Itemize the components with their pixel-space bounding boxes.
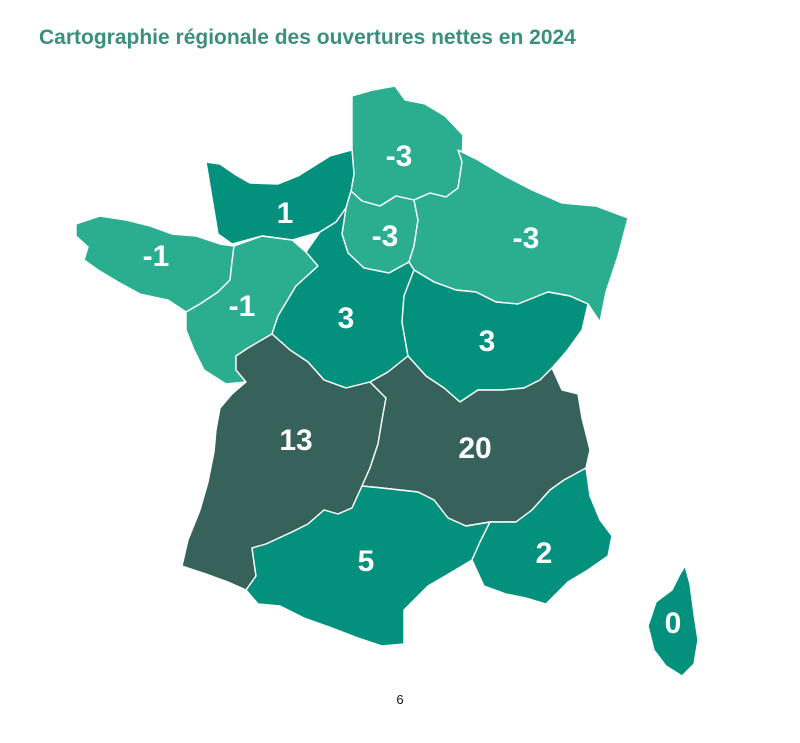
value-normandie: 1 (277, 197, 294, 230)
value-hauts-de-france: -3 (386, 140, 413, 173)
value-nouvelle-aquitaine: 13 (279, 424, 312, 457)
value-bretagne: -1 (143, 240, 170, 273)
value-occitanie: 5 (358, 545, 375, 578)
region-occitanie[interactable] (245, 485, 491, 647)
value-ile-de-france: -3 (372, 220, 399, 253)
value-bourgogne-franche-comte: 3 (479, 325, 496, 358)
value-centre-val-de-loire: 3 (338, 302, 355, 335)
value-provence-alpes-cote-d-azur: 2 (536, 537, 553, 570)
region-provence-alpes-cote-d-azur[interactable] (471, 467, 613, 605)
value-pays-de-la-loire: -1 (229, 290, 256, 323)
page-number: 6 (396, 692, 404, 707)
value-grand-est: -3 (513, 222, 540, 255)
page-title: Cartographie régionale des ouvertures ne… (39, 26, 576, 49)
value-corse: 0 (665, 607, 682, 640)
region-corse[interactable] (647, 565, 699, 677)
value-auvergne-rhone-alpes: 20 (458, 432, 491, 465)
